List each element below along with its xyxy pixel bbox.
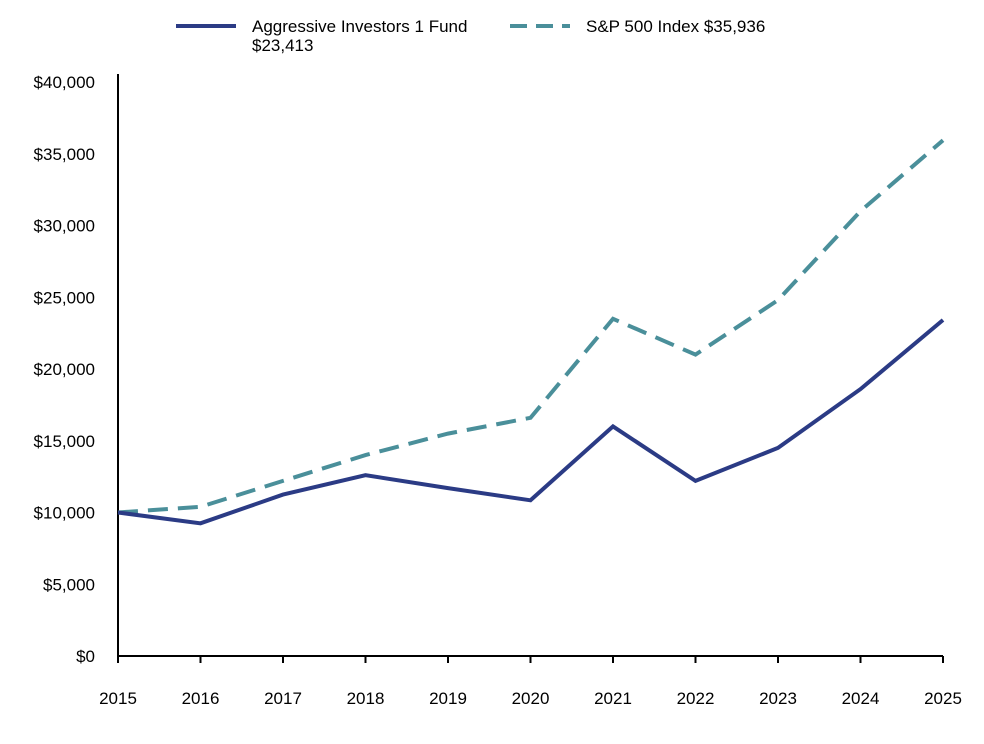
y-tick-label: $30,000 xyxy=(34,217,95,236)
legend-value-fund: $23,413 xyxy=(252,36,313,55)
legend: Aggressive Investors 1 Fund $23,413 S&P … xyxy=(176,17,765,55)
x-tick-label: 2024 xyxy=(842,689,880,708)
axes: $0 $5,000 $10,000 $15,000 $20,000 $25,000 $30,… xyxy=(34,73,962,708)
series-line-fund xyxy=(117,318,945,526)
series-line-sp500 xyxy=(117,138,945,515)
x-tick-label: 2025 xyxy=(924,689,962,708)
x-tick-label: 2020 xyxy=(512,689,550,708)
y-tick-label: $15,000 xyxy=(34,432,95,451)
x-tick-label: 2018 xyxy=(347,689,385,708)
y-tick-label: $10,000 xyxy=(34,504,95,523)
legend-label-sp500: S&P 500 Index $35,936 xyxy=(586,17,765,36)
y-tick-label: $20,000 xyxy=(34,360,95,379)
legend-label-fund: Aggressive Investors 1 Fund xyxy=(252,17,467,36)
x-tick-label: 2021 xyxy=(594,689,632,708)
y-tick-label: $0 xyxy=(76,647,95,666)
x-tick-label: 2023 xyxy=(759,689,797,708)
x-tick-label: 2015 xyxy=(99,689,137,708)
x-tick-label: 2016 xyxy=(182,689,220,708)
x-tick-label: 2017 xyxy=(264,689,302,708)
x-tick-label: 2022 xyxy=(677,689,715,708)
y-tick-label: $40,000 xyxy=(34,73,95,92)
y-tick-label: $5,000 xyxy=(43,575,95,594)
series-group xyxy=(117,138,945,526)
x-tick-label: 2019 xyxy=(429,689,467,708)
y-tick-label: $25,000 xyxy=(34,288,95,307)
y-tick-label: $35,000 xyxy=(34,145,95,164)
